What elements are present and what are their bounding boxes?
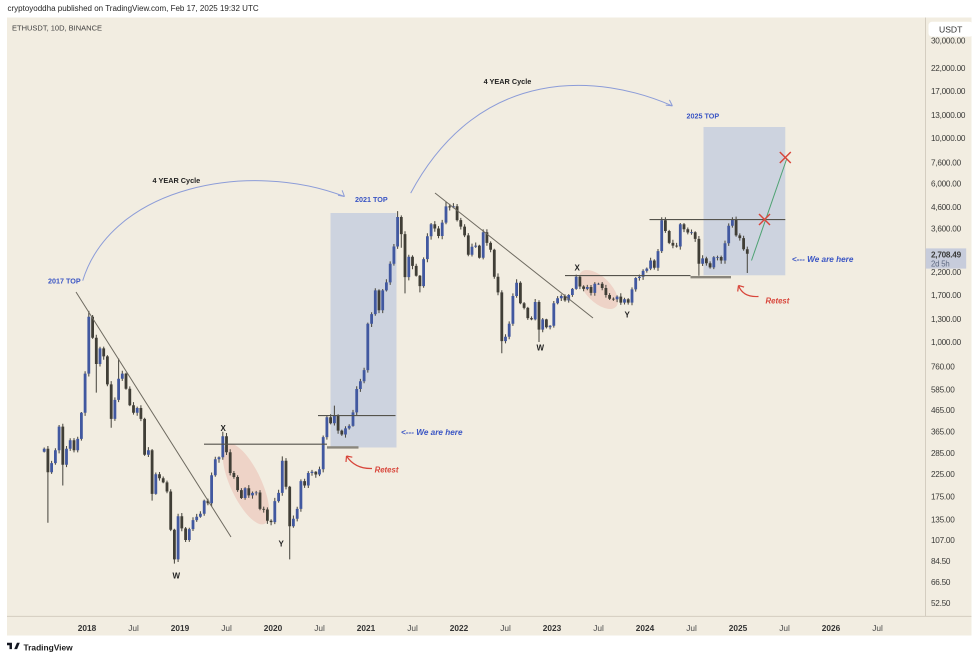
svg-text:4 YEAR Cycle: 4 YEAR Cycle <box>484 77 532 86</box>
svg-text:13,000.00: 13,000.00 <box>931 111 966 120</box>
svg-text:Jul: Jul <box>872 623 883 633</box>
svg-text:7,600.00: 7,600.00 <box>931 158 962 167</box>
svg-text:X: X <box>221 424 227 433</box>
svg-text:285.00: 285.00 <box>931 449 955 458</box>
svg-text:Jul: Jul <box>221 623 232 633</box>
svg-text:2021: 2021 <box>357 623 376 633</box>
svg-text:2d 5h: 2d 5h <box>931 260 950 269</box>
svg-text:<--- We are here: <--- We are here <box>792 255 854 264</box>
svg-text:1,300.00: 1,300.00 <box>931 315 962 324</box>
svg-text:<--- We are here: <--- We are here <box>401 428 463 437</box>
svg-text:2022: 2022 <box>450 623 469 633</box>
svg-text:2023: 2023 <box>543 623 562 633</box>
svg-text:30,000.00: 30,000.00 <box>931 37 966 46</box>
svg-text:4,600.00: 4,600.00 <box>931 203 962 212</box>
svg-text:2025: 2025 <box>729 623 748 633</box>
svg-text:17,000.00: 17,000.00 <box>931 87 966 96</box>
svg-text:760.00: 760.00 <box>931 362 955 371</box>
svg-text:585.00: 585.00 <box>931 386 955 395</box>
svg-text:1,000.00: 1,000.00 <box>931 338 962 347</box>
svg-text:22,000.00: 22,000.00 <box>931 64 966 73</box>
svg-text:USDT: USDT <box>939 25 963 35</box>
svg-text:Y: Y <box>625 311 631 320</box>
svg-text:6,000.00: 6,000.00 <box>931 179 962 188</box>
svg-text:Retest: Retest <box>766 296 790 305</box>
svg-text:2,200.00: 2,200.00 <box>931 268 962 277</box>
svg-text:2,708.49: 2,708.49 <box>931 250 962 259</box>
svg-text:84.50: 84.50 <box>931 557 951 566</box>
svg-text:66.50: 66.50 <box>931 578 951 587</box>
svg-text:107.00: 107.00 <box>931 536 955 545</box>
svg-text:TradingView: TradingView <box>24 643 74 653</box>
svg-text:2026: 2026 <box>822 623 841 633</box>
svg-text:Jul: Jul <box>779 623 790 633</box>
svg-text:Jul: Jul <box>593 623 604 633</box>
svg-text:2019: 2019 <box>171 623 190 633</box>
svg-text:10,000.00: 10,000.00 <box>931 134 966 143</box>
svg-text:465.00: 465.00 <box>931 406 955 415</box>
svg-text:2018: 2018 <box>78 623 97 633</box>
svg-text:Y: Y <box>279 540 285 549</box>
svg-text:cryptoyoddha published on Trad: cryptoyoddha published on TradingView.co… <box>8 4 259 13</box>
svg-text:Jul: Jul <box>500 623 511 633</box>
svg-text:3,600.00: 3,600.00 <box>931 225 962 234</box>
svg-text:Jul: Jul <box>128 623 139 633</box>
svg-text:52.50: 52.50 <box>931 599 951 608</box>
svg-text:X: X <box>575 264 581 273</box>
svg-text:175.00: 175.00 <box>931 492 955 501</box>
svg-text:2021 TOP: 2021 TOP <box>355 195 388 204</box>
svg-text:225.00: 225.00 <box>931 470 955 479</box>
svg-text:365.00: 365.00 <box>931 427 955 436</box>
svg-text:135.00: 135.00 <box>931 515 955 524</box>
svg-text:4 YEAR Cycle: 4 YEAR Cycle <box>153 176 201 185</box>
svg-text:2020: 2020 <box>264 623 283 633</box>
svg-text:W: W <box>537 344 545 353</box>
svg-text:2025 TOP: 2025 TOP <box>687 112 720 121</box>
svg-text:2024: 2024 <box>636 623 655 633</box>
svg-text:Jul: Jul <box>686 623 697 633</box>
svg-text:W: W <box>173 572 181 581</box>
svg-text:Jul: Jul <box>407 623 418 633</box>
svg-text:Jul: Jul <box>314 623 325 633</box>
svg-text:Retest: Retest <box>375 466 399 475</box>
svg-text:ETHUSDT, 10D, BINANCE: ETHUSDT, 10D, BINANCE <box>12 24 102 33</box>
svg-text:1,700.00: 1,700.00 <box>931 291 962 300</box>
svg-text:2017 TOP: 2017 TOP <box>48 277 81 286</box>
